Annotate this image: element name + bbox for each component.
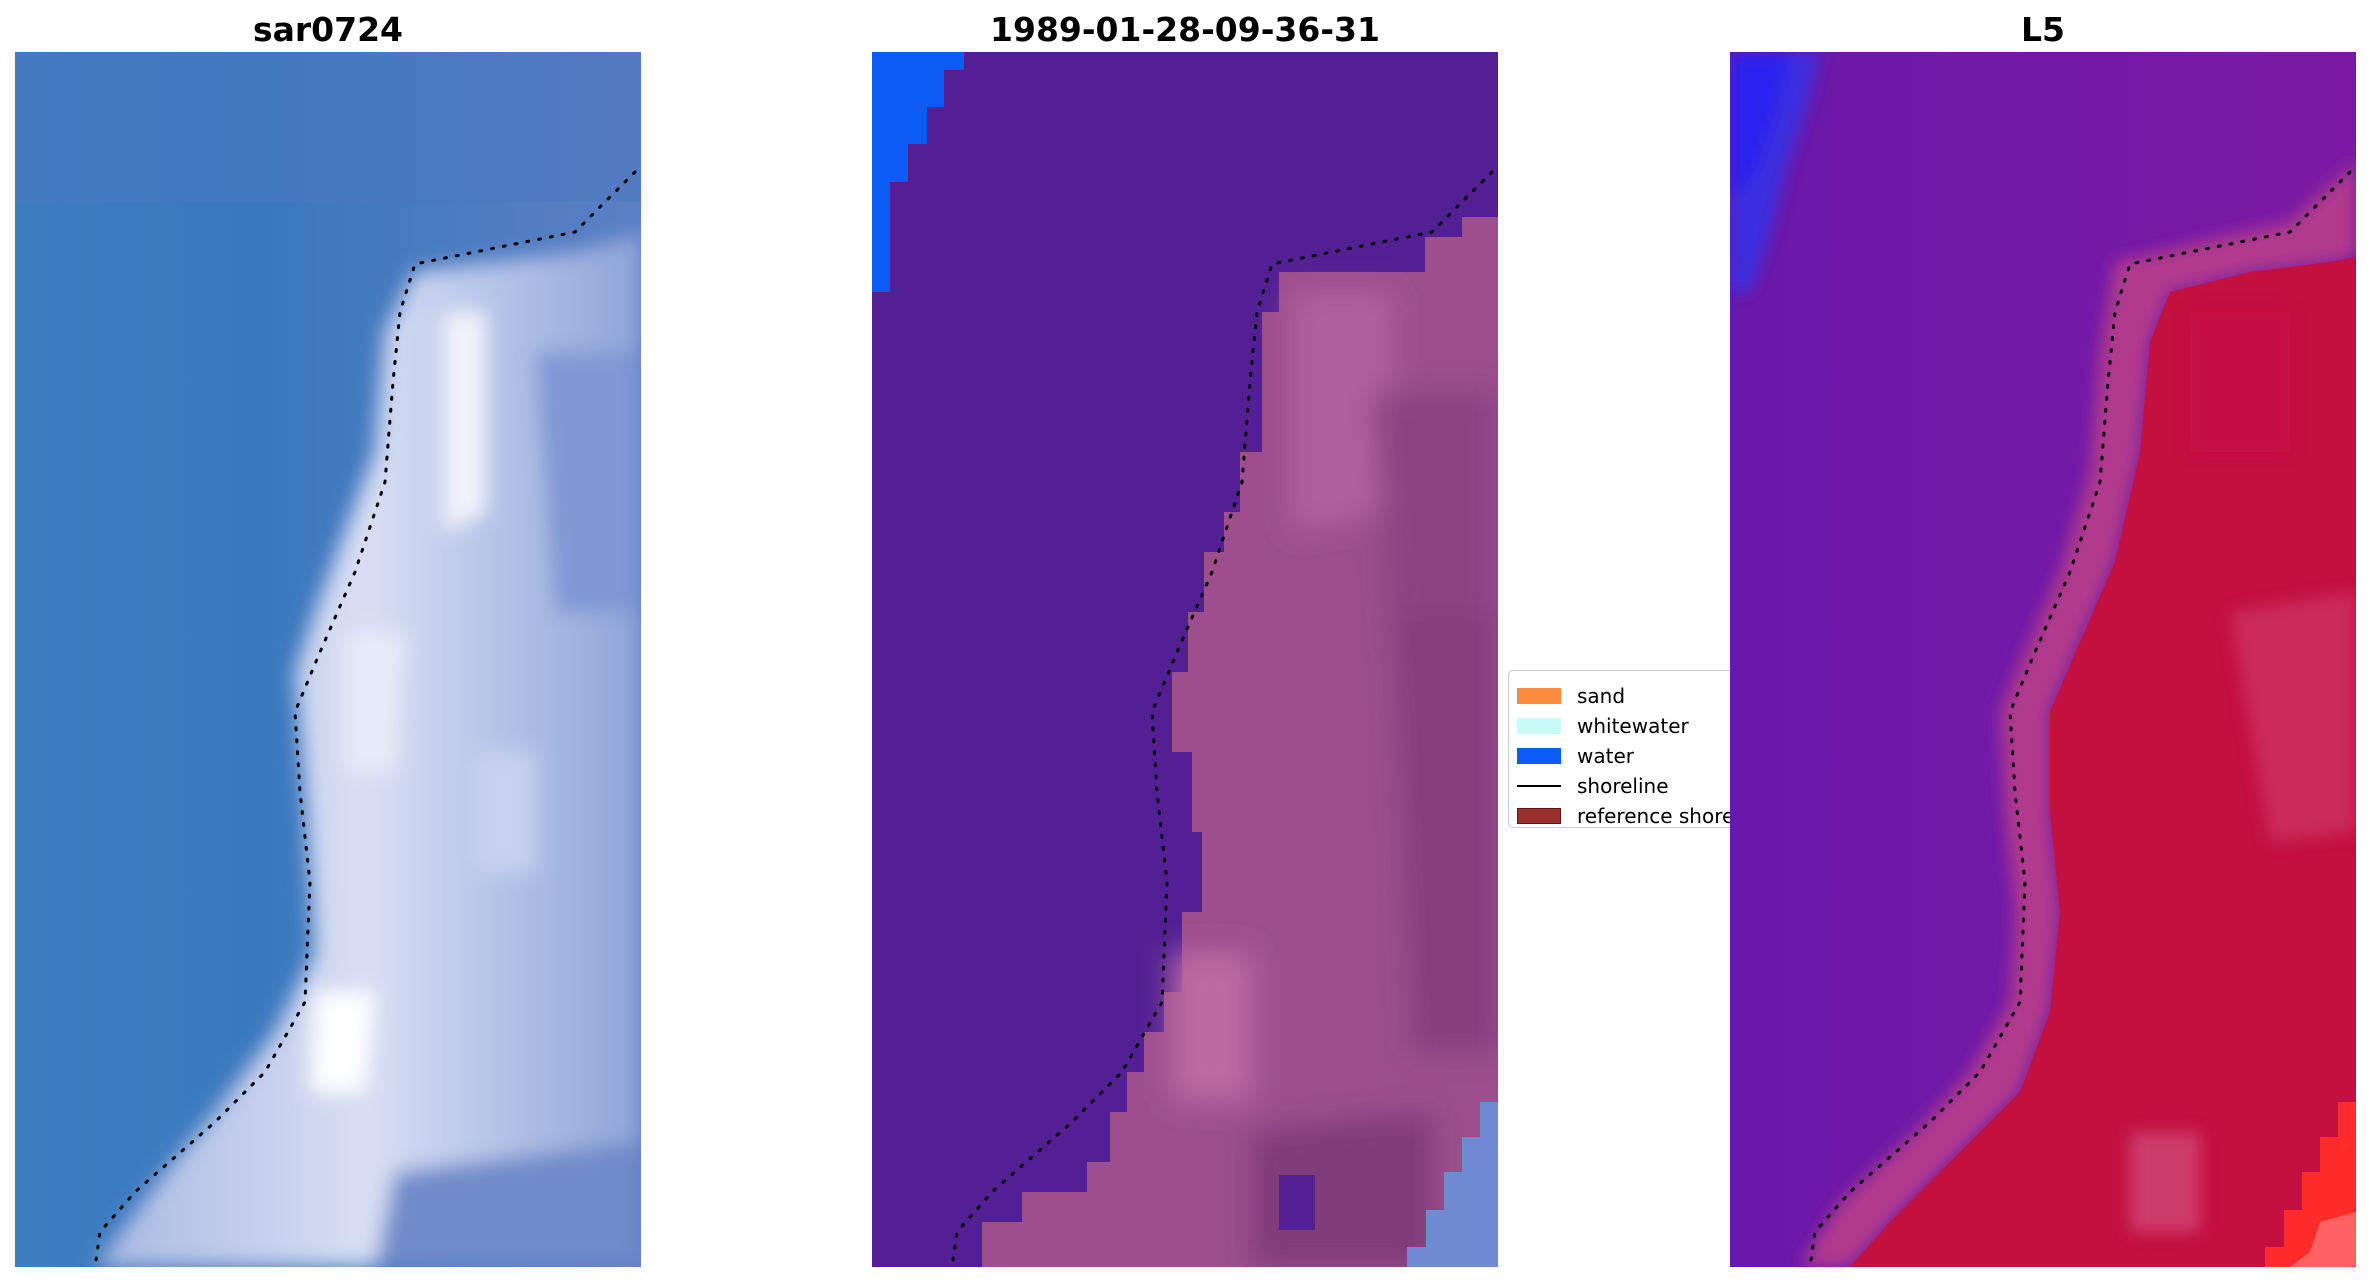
legend-label: sand [1577, 684, 1626, 708]
shoreline-dots-index [1808, 170, 2352, 1267]
shoreline-dots-rgb [93, 170, 637, 1267]
classified-image [872, 52, 1498, 1267]
water-region-top-left [872, 52, 964, 292]
small-water-patch [1279, 1175, 1315, 1230]
legend-label: reference shoreline [1577, 804, 1734, 828]
reference-shoreline-swatch [1517, 808, 1561, 824]
legend: sand whitewater water shoreline referenc… [1508, 670, 1734, 828]
index-image-panel [1730, 52, 2356, 1267]
panel-title-classified: 1989-01-28-09-36-31 [990, 10, 1380, 49]
whitewater-swatch [1517, 718, 1561, 734]
panel-title-rgb: sar0724 [252, 10, 404, 49]
rgb-image [15, 52, 641, 1267]
shoreline-swatch [1517, 785, 1561, 787]
legend-item-sand: sand [1509, 681, 1625, 711]
legend-item-whitewater: whitewater [1509, 711, 1689, 741]
legend-item-shoreline: shoreline [1509, 771, 1669, 801]
panel-title-index: L5 [2021, 10, 2065, 49]
sand-swatch [1517, 688, 1561, 704]
classified-image-panel [872, 52, 1498, 1267]
legend-label: shoreline [1577, 774, 1669, 798]
legend-label: water [1577, 744, 1634, 768]
legend-item-water: water [1509, 741, 1634, 771]
legend-item-reference-shoreline: reference shoreline [1509, 801, 1734, 828]
water-swatch [1517, 748, 1561, 764]
shoreline-dots-classified [950, 170, 1494, 1267]
index-land-region [1850, 257, 2356, 1267]
index-image [1730, 52, 2356, 1267]
legend-label: whitewater [1577, 714, 1689, 738]
rgb-image-panel [15, 52, 641, 1267]
shallow-region-bottom-right [1407, 1102, 1498, 1267]
